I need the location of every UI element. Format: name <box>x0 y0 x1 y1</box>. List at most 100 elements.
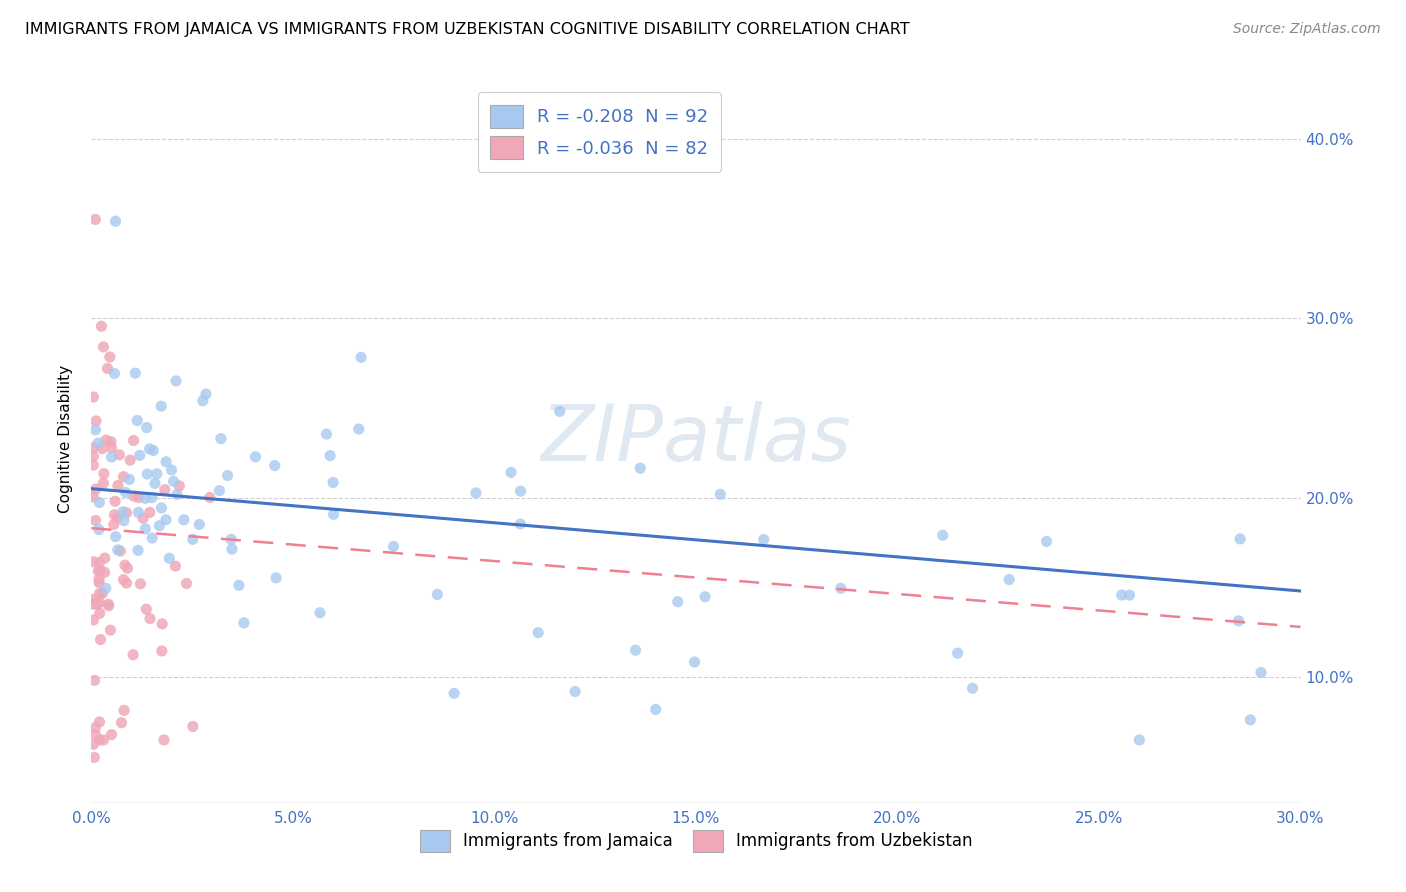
Point <box>150 616 173 631</box>
Point <box>1227 614 1250 628</box>
Point <box>139 505 162 519</box>
Point <box>128 491 150 505</box>
Point <box>155 513 177 527</box>
Point <box>100 450 122 464</box>
Point <box>89 563 111 577</box>
Point <box>100 728 122 742</box>
Point <box>142 443 165 458</box>
Point <box>709 487 731 501</box>
Point <box>100 623 122 637</box>
Point <box>135 420 157 434</box>
Point <box>93 476 115 491</box>
Point <box>191 393 214 408</box>
Point <box>82 450 104 464</box>
Point <box>93 467 115 481</box>
Point <box>107 542 129 557</box>
Point <box>153 733 176 747</box>
Point <box>84 212 107 227</box>
Point <box>100 434 122 449</box>
Point <box>382 540 405 554</box>
Point <box>1250 665 1272 680</box>
Point <box>89 587 111 601</box>
Point <box>322 508 344 522</box>
Text: Source: ZipAtlas.com: Source: ZipAtlas.com <box>1233 22 1381 37</box>
Point <box>683 655 706 669</box>
Point <box>90 319 112 334</box>
Point <box>111 505 134 519</box>
Point <box>90 632 112 647</box>
Point <box>118 472 141 486</box>
Point <box>93 340 115 354</box>
Point <box>141 491 163 505</box>
Point <box>350 351 373 365</box>
Point <box>93 566 115 580</box>
Point <box>107 510 129 524</box>
Point <box>666 595 689 609</box>
Point <box>157 551 180 566</box>
Point <box>112 469 135 483</box>
Point <box>103 367 125 381</box>
Point <box>117 561 139 575</box>
Point <box>322 475 344 490</box>
Point <box>100 441 122 455</box>
Point <box>124 366 146 380</box>
Point <box>139 612 162 626</box>
Point <box>84 728 107 742</box>
Point <box>1111 588 1133 602</box>
Point <box>83 673 105 688</box>
Point <box>104 494 127 508</box>
Point <box>173 513 195 527</box>
Point <box>115 576 138 591</box>
Point <box>499 466 522 480</box>
Point <box>83 750 105 764</box>
Text: IMMIGRANTS FROM JAMAICA VS IMMIGRANTS FROM UZBEKISTAN COGNITIVE DISABILITY CORRE: IMMIGRANTS FROM JAMAICA VS IMMIGRANTS FR… <box>25 22 910 37</box>
Point <box>527 625 550 640</box>
Point <box>132 511 155 525</box>
Point <box>94 551 117 566</box>
Point <box>962 681 984 696</box>
Point <box>84 720 107 734</box>
Point <box>443 686 465 700</box>
Point <box>217 468 239 483</box>
Point <box>150 644 173 658</box>
Point <box>167 479 190 493</box>
Point <box>89 733 111 747</box>
Point <box>122 434 145 448</box>
Point <box>509 484 531 499</box>
Point <box>86 597 108 611</box>
Text: ZIPatlas: ZIPatlas <box>540 401 852 477</box>
Point <box>181 533 204 547</box>
Point <box>87 572 110 586</box>
Point <box>830 582 852 596</box>
Point <box>84 482 107 496</box>
Point <box>89 606 111 620</box>
Point <box>564 684 586 698</box>
Point <box>319 449 342 463</box>
Point <box>94 582 117 596</box>
Point <box>82 458 104 472</box>
Point <box>232 615 254 630</box>
Point <box>1035 534 1057 549</box>
Point <box>628 461 651 475</box>
Point <box>82 490 104 504</box>
Point <box>87 575 110 590</box>
Point <box>120 453 142 467</box>
Point <box>998 573 1021 587</box>
Point <box>138 442 160 456</box>
Point <box>245 450 267 464</box>
Point <box>127 543 149 558</box>
Y-axis label: Cognitive Disability: Cognitive Disability <box>58 365 73 514</box>
Point <box>82 597 104 611</box>
Point <box>624 643 647 657</box>
Point <box>91 442 114 456</box>
Point <box>93 733 115 747</box>
Point <box>84 514 107 528</box>
Point <box>165 374 187 388</box>
Point <box>84 414 107 428</box>
Point <box>110 715 132 730</box>
Point <box>103 508 125 522</box>
Point <box>155 455 177 469</box>
Point <box>82 592 104 607</box>
Point <box>931 528 953 542</box>
Point <box>108 448 131 462</box>
